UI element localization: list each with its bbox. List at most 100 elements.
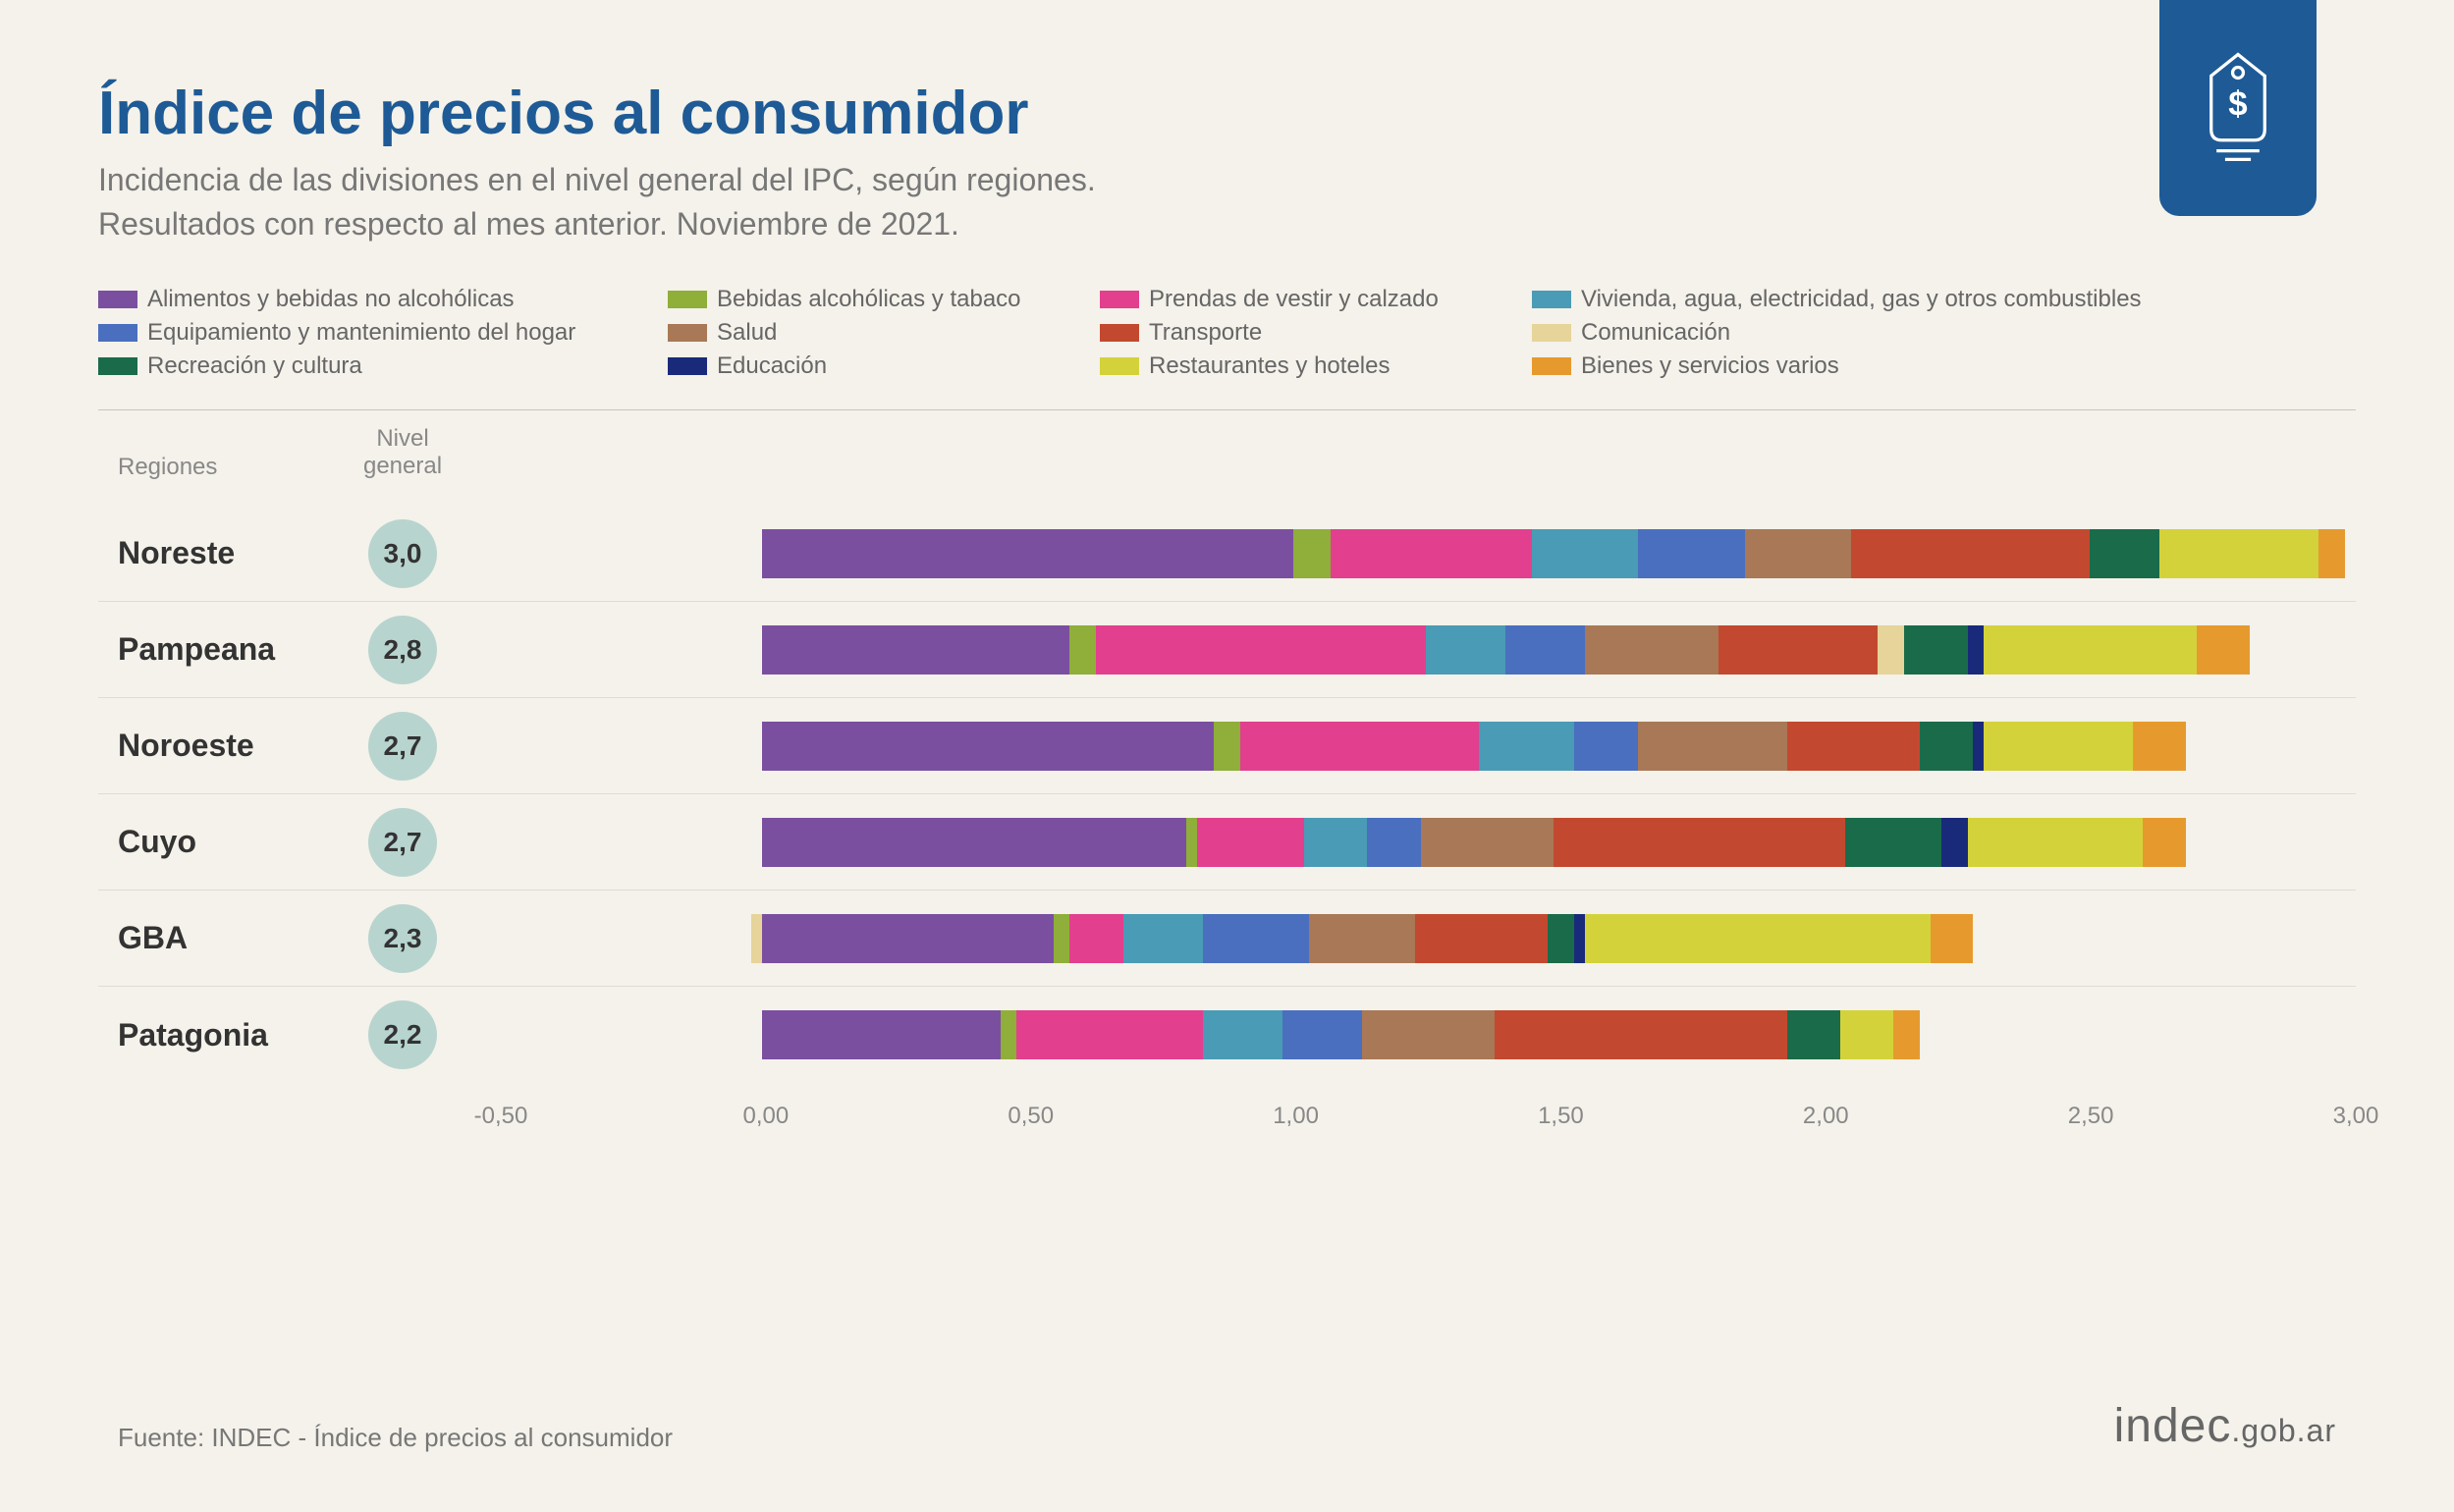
bar-area	[496, 914, 2356, 963]
bar-segment	[1878, 625, 1904, 675]
bar-segment	[1532, 529, 1638, 578]
bar-segment	[751, 914, 762, 963]
bar-segment	[762, 529, 1293, 578]
bar-segment	[1304, 818, 1368, 867]
legend-item: Equipamiento y mantenimiento del hogar	[98, 319, 648, 347]
bar-segment	[1984, 625, 2196, 675]
bar-segment	[762, 722, 1214, 771]
chart-column-headers: Regiones Nivel general	[98, 425, 2356, 482]
subtitle: Incidencia de las divisiones en el nivel…	[98, 158, 1866, 246]
chart-row: Cuyo2,7	[98, 794, 2356, 891]
bar-area	[496, 625, 2356, 675]
level-badge: 2,7	[368, 712, 437, 781]
legend-item: Alimentos y bebidas no alcohólicas	[98, 286, 648, 313]
legend-label: Recreación y cultura	[147, 352, 362, 380]
bar-segment	[1054, 914, 1069, 963]
divider	[98, 409, 2356, 410]
bar-segment	[1069, 914, 1122, 963]
bar-segment	[1638, 722, 1787, 771]
bar-segment	[1941, 818, 1968, 867]
chart-row: Patagonia 2,2	[98, 987, 2356, 1083]
bar-segment	[1787, 1010, 1840, 1059]
legend-item: Educación	[668, 352, 1080, 380]
bar-segment	[762, 818, 1187, 867]
price-tag-icon: $	[2194, 49, 2282, 167]
bar-segment	[1203, 914, 1309, 963]
legend-swatch	[668, 357, 707, 375]
region-label: Cuyo	[118, 824, 344, 860]
bar-segment	[1214, 722, 1240, 771]
chart-rows: Noreste3,0Pampeana2,8Noroeste2,7Cuyo2,7G…	[98, 506, 2356, 1083]
footer: Fuente: INDEC - Índice de precios al con…	[118, 1399, 2336, 1453]
legend-swatch	[668, 324, 707, 342]
bar-segment	[1548, 914, 1574, 963]
bar-segment	[1309, 914, 1415, 963]
bar-segment	[1984, 722, 2133, 771]
bar-segment	[1415, 914, 1548, 963]
x-axis: -0,500,000,501,001,502,002,503,00	[501, 1103, 2356, 1152]
legend-swatch	[1532, 357, 1571, 375]
bar-segment	[762, 1010, 1002, 1059]
bar-segment	[2318, 529, 2345, 578]
bar-area	[496, 818, 2356, 867]
bar-segment	[1505, 625, 1585, 675]
page-title: Índice de precios al consumidor	[98, 79, 2356, 148]
legend-label: Vivienda, agua, electricidad, gas y otro…	[1581, 286, 2142, 313]
bar-segment	[1787, 722, 1920, 771]
legend-swatch	[98, 324, 137, 342]
axis-tick: 0,50	[1008, 1103, 1054, 1130]
bar-segment	[1968, 818, 2144, 867]
axis-tick: 2,00	[1803, 1103, 1849, 1130]
bar-segment	[1282, 1010, 1362, 1059]
axis-tick: 3,00	[2333, 1103, 2379, 1130]
legend-swatch	[1100, 291, 1139, 308]
legend-label: Prendas de vestir y calzado	[1149, 286, 1439, 313]
bar-area	[496, 529, 2356, 578]
legend-item: Prendas de vestir y calzado	[1100, 286, 1512, 313]
bar-segment	[762, 625, 1070, 675]
chart-row: Noroeste 2,7	[98, 698, 2356, 794]
bar-segment	[1845, 818, 1940, 867]
bar-segment	[1331, 529, 1533, 578]
bar-segment	[1421, 818, 1554, 867]
subtitle-line-2: Resultados con respecto al mes anterior.…	[98, 206, 959, 242]
legend-item: Vivienda, agua, electricidad, gas y otro…	[1532, 286, 2297, 313]
region-label: GBA	[118, 920, 344, 956]
legend-label: Equipamiento y mantenimiento del hogar	[147, 319, 575, 347]
bar-segment	[1931, 914, 1973, 963]
legend-label: Alimentos y bebidas no alcohólicas	[147, 286, 515, 313]
bar-segment	[1123, 914, 1203, 963]
source-text: Fuente: INDEC - Índice de precios al con…	[118, 1423, 673, 1453]
legend-label: Salud	[717, 319, 777, 347]
bar-segment	[2143, 818, 2185, 867]
bar-segment	[1001, 1010, 1016, 1059]
header-badge: $	[2159, 0, 2317, 216]
col-header-regions: Regiones	[118, 454, 344, 481]
level-badge: 2,2	[368, 1000, 437, 1069]
legend-item: Comunicación	[1532, 319, 2297, 347]
legend: Alimentos y bebidas no alcohólicasBebida…	[98, 286, 2356, 380]
bar-segment	[1585, 625, 1718, 675]
region-label: Patagonia	[118, 1017, 344, 1053]
bar-segment	[2159, 529, 2318, 578]
legend-item: Recreación y cultura	[98, 352, 648, 380]
bar-segment	[1186, 818, 1197, 867]
legend-item: Restaurantes y hoteles	[1100, 352, 1512, 380]
axis-tick: -0,50	[474, 1103, 528, 1130]
bar-segment	[1479, 722, 1574, 771]
bar-segment	[1574, 722, 1638, 771]
bar-segment	[1904, 625, 1968, 675]
bar-segment	[1495, 1010, 1787, 1059]
bar-segment	[1638, 529, 1744, 578]
bar-segment	[2133, 722, 2186, 771]
bar-segment	[1920, 722, 1973, 771]
legend-swatch	[1532, 324, 1571, 342]
bar-segment	[762, 914, 1055, 963]
level-badge: 3,0	[368, 519, 437, 588]
region-label: Noroeste	[118, 728, 344, 764]
logo: indec.gob.ar	[2114, 1399, 2336, 1453]
legend-item: Salud	[668, 319, 1080, 347]
axis-tick: 1,50	[1538, 1103, 1584, 1130]
bar-segment	[1968, 625, 1984, 675]
bar-segment	[1554, 818, 1846, 867]
